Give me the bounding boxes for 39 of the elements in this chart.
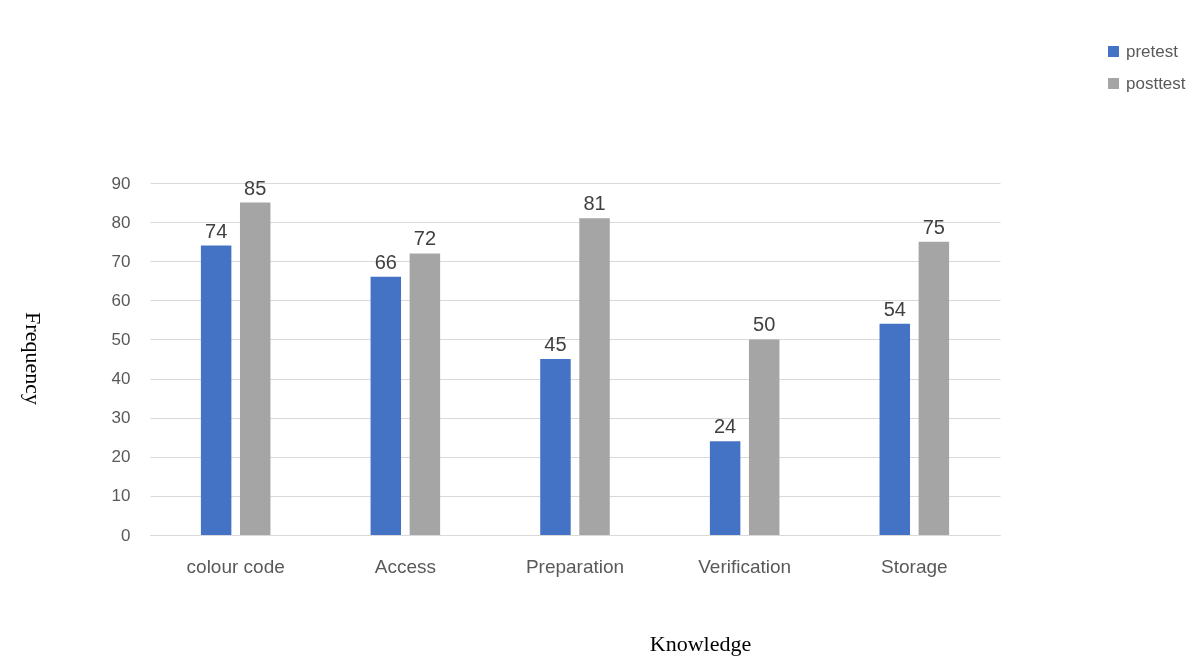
x-tick-label: Access (374, 555, 436, 577)
data-label: 66 (374, 250, 397, 273)
bar (748, 339, 780, 535)
x-tick-label: Verification (698, 555, 792, 577)
y-tick-label: 10 (111, 486, 131, 506)
bar (579, 218, 610, 535)
x-axis-title: Knowledge (649, 630, 752, 656)
bar (879, 323, 911, 535)
data-label: 50 (753, 313, 776, 336)
y-tick-label: 30 (111, 408, 131, 428)
data-label: 81 (583, 192, 606, 215)
y-tick-label: 60 (111, 290, 131, 310)
y-axis-title: Frequency (20, 312, 46, 405)
y-tick-label: 70 (111, 251, 131, 271)
legend-label: posttest (1126, 73, 1186, 93)
x-tick-label: colour code (186, 555, 285, 577)
x-tick-label: Preparation (525, 555, 625, 577)
y-tick-label: 50 (111, 329, 131, 349)
bar (709, 441, 741, 535)
y-tick-label: 80 (111, 212, 131, 232)
data-label: 75 (922, 215, 945, 238)
bar (918, 241, 950, 535)
data-label: 45 (544, 333, 567, 355)
y-tick-label: 0 (121, 525, 131, 545)
data-label: 54 (883, 297, 906, 320)
bar (200, 245, 232, 535)
bar (370, 276, 402, 535)
x-tick-label: Storage (881, 555, 948, 577)
data-label: 24 (714, 415, 737, 438)
y-tick-label: 90 (111, 173, 131, 193)
y-tick-label: 40 (111, 369, 131, 389)
data-label: 72 (413, 227, 436, 250)
legend-label: pretest (1126, 41, 1179, 61)
data-label: 85 (244, 176, 267, 199)
y-tick-label: 20 (111, 447, 131, 467)
data-label: 74 (205, 219, 228, 242)
bar (409, 253, 441, 535)
bar (540, 359, 571, 535)
bar (239, 202, 271, 535)
